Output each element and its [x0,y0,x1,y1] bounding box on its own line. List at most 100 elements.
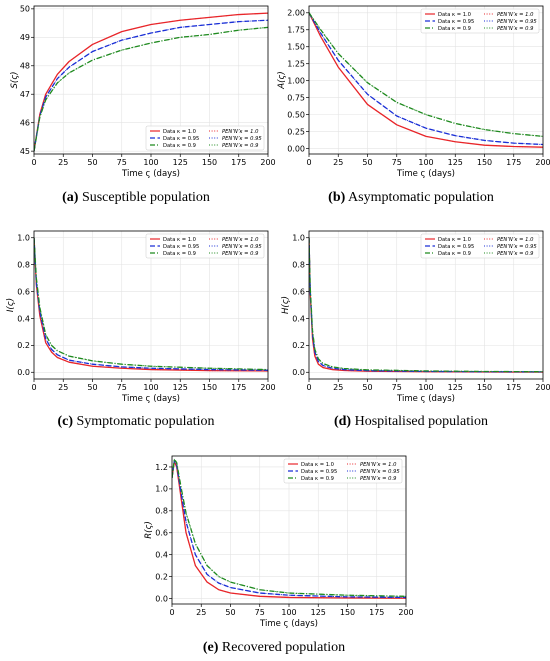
y-tick-label: 0.0 [17,368,30,377]
series-line [309,12,543,148]
panel-tag: (e) [202,640,219,655]
legend-box [145,233,265,259]
y-tick-label: 1.0 [17,234,30,243]
caption-text: Hospitalised population [354,414,488,429]
x-axis-label: Time ς (days) [121,394,180,404]
legend-label: Data κ = 1.0 [438,12,471,18]
x-axis-label: Time ς (days) [396,169,455,179]
chart-svg-susceptible: 0 25 50 75 100 125 150 175 200 45 46 47 48 49 50 Time ς… [10,5,276,179]
y-tick-label: 0.2 [155,572,168,581]
x-tick-label: 25 [58,158,68,167]
y-tick-label: 0.0 [155,594,168,603]
chart-caption: (a) Susceptible population [0,190,272,206]
series-line [34,237,268,371]
y-tick-label: 48 [20,62,30,71]
y-tick-label: 0.8 [155,507,168,516]
legend-label: Data κ = 0.95 [301,469,337,475]
series-group [309,237,543,373]
series-line [34,12,268,152]
x-tick-label: 0 [31,158,36,167]
chart-caption: (b) Asymptomatic population [275,190,547,206]
y-tick-label: 1.00 [287,76,305,85]
x-tick-label: 125 [448,158,463,167]
x-tick-label: 100 [281,608,296,617]
series-line [34,237,268,371]
series-line [172,458,406,597]
chart-caption: (c) Symptomatic population [0,414,272,430]
series-group [34,237,268,372]
y-tick-label: 0.2 [17,341,30,350]
x-tick-label: 25 [333,158,343,167]
y-tick-label: 0.2 [292,341,305,350]
y-tick-label: 1.0 [292,234,305,243]
x-tick-label: 75 [255,608,265,617]
x-tick-label: 100 [418,383,433,392]
x-tick-label: 175 [369,608,384,617]
x-tick-label: 50 [87,383,97,392]
x-tick-label: 100 [143,158,158,167]
series-line [34,19,268,152]
legend-label: PEN’N’κ = 0.95 [360,469,400,475]
x-tick-label: 75 [392,158,402,167]
x-tick-label: 0 [306,383,311,392]
chart-caption: (e) Recovered population [138,640,410,656]
x-tick-label: 150 [477,158,492,167]
legend-label: PEN’N’κ = 1.0 [497,12,534,18]
chart-panel-asymptomatic: 0 25 50 75 100 125 150 175 200 0.00 0.25 0.50 0.75 1.… [275,0,550,212]
x-tick-label: 125 [173,383,188,392]
legend-label: PEN’N’κ = 1.0 [222,129,259,135]
legend-label: Data κ = 1.0 [163,129,196,135]
legend-label: Data κ = 0.95 [438,244,474,250]
y-tick-label: 0.50 [287,110,305,119]
series-line [309,237,543,373]
y-tick-label: 2.00 [287,9,305,18]
x-tick-label: 200 [535,383,550,392]
x-tick-label: 125 [448,383,463,392]
y-axis-label: R(ς) [144,521,154,539]
legend-label: Data κ = 0.9 [163,251,196,257]
x-tick-label: 200 [260,383,275,392]
x-tick-label: 50 [362,383,372,392]
y-tick-label: 1.25 [287,60,305,69]
y-axis-label: A(ς) [277,71,287,89]
y-tick-label: 47 [20,90,30,99]
series-group [34,12,268,152]
x-tick-label: 50 [362,158,372,167]
x-tick-label: 100 [143,383,158,392]
y-tick-label: 0.75 [287,93,305,102]
legend-label: Data κ = 0.9 [438,251,471,257]
x-tick-label: 0 [31,383,36,392]
legend-box [420,233,540,259]
legend-label: PEN’N’κ = 1.0 [497,237,534,243]
legend-box [420,8,540,34]
x-tick-label: 150 [202,158,217,167]
y-tick-label: 1.2 [155,463,168,472]
series-line [309,12,543,137]
y-tick-label: 0.00 [287,144,305,153]
series-line [34,26,268,152]
chart-svg-hospitalised: 0 25 50 75 100 125 150 175 200 0.0 0.2 0.4 0.6 0.8 1.0… [281,230,550,404]
legend-label: PEN’N’κ = 0.9 [222,143,258,149]
legend-label: Data κ = 0.9 [163,143,196,149]
x-tick-label: 50 [87,158,97,167]
y-tick-label: 1.50 [287,43,305,52]
chart-panel-susceptible: 0 25 50 75 100 125 150 175 200 45 46 47 48 49 50 Time ς… [0,0,276,212]
legend-box [283,458,403,484]
series-line [172,459,406,598]
legend-label: Data κ = 0.9 [438,26,471,32]
x-tick-label: 175 [231,383,246,392]
y-axis-label: H(ς) [281,296,291,314]
legend-label: PEN’N’κ = 1.0 [360,462,397,468]
chart-svg-asymptomatic: 0 25 50 75 100 125 150 175 200 0.00 0.25 0.50 0.75 1.… [277,5,550,179]
x-tick-label: 150 [477,383,492,392]
legend-label: PEN’N’κ = 0.9 [497,26,533,32]
series-group [172,458,406,599]
legend-label: Data κ = 1.0 [163,237,196,243]
panel-tag: (d) [333,414,352,429]
x-axis-label: Time ς (days) [121,169,180,179]
y-tick-label: 0.8 [17,260,30,269]
y-tick-label: 0.4 [292,314,305,323]
y-tick-label: 0.25 [287,127,305,136]
caption-text: Susceptible population [81,190,210,205]
chart-panel-hospitalised: 0 25 50 75 100 125 150 175 200 0.0 0.2 0.4 0.6 0.8 1.0… [275,225,550,437]
